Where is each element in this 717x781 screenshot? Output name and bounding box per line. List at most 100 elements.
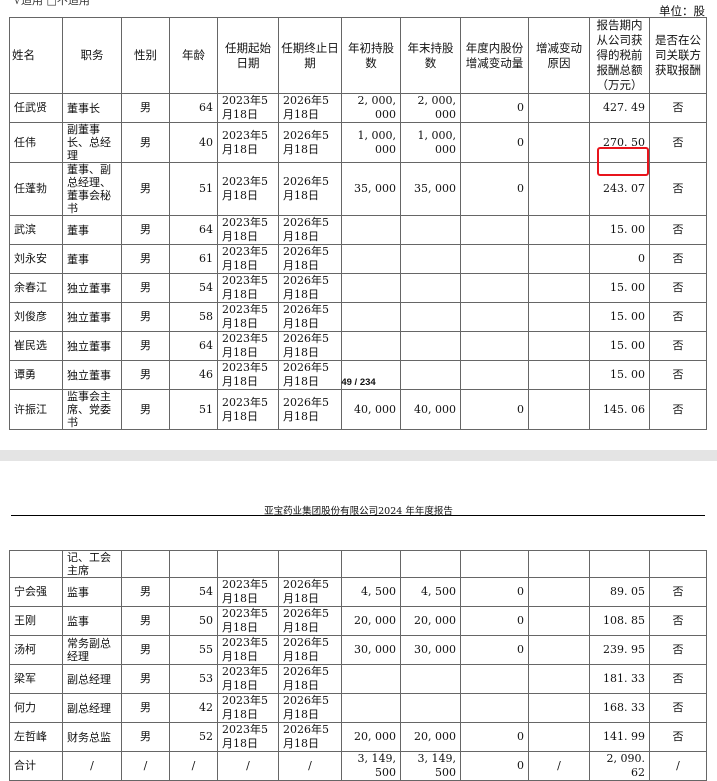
- cell-name: 武滨: [9, 215, 63, 245]
- header-related-party-pay: 是否在公司关联方获取报酬: [649, 17, 707, 94]
- cell-shares-change: [460, 550, 529, 578]
- header-shares-begin: 年初持股数: [341, 17, 401, 94]
- header-change-reason: 增减变动原因: [528, 17, 590, 94]
- cell-age: 64: [169, 93, 218, 123]
- table-row: 王刚 监事男 50 2023年5月18日 2026年5月18日 20, 000 20, 00…: [9, 606, 707, 636]
- cell-compensation: 15. 00: [589, 273, 650, 303]
- cell-name: 汤柯: [9, 635, 63, 665]
- cell-change-reason: [528, 162, 590, 216]
- cell-term-end: 2026年5月18日: [278, 606, 342, 636]
- cell-name: [9, 550, 63, 578]
- cell-shares-end: 20, 000: [400, 722, 461, 752]
- cell-shares-end: [400, 244, 461, 274]
- cell-name: 宁会强: [9, 577, 63, 607]
- cell-name: 梁军: [9, 664, 63, 694]
- cell-term-start: 2023年5月18日: [217, 693, 279, 723]
- page-number: 49 / 234: [341, 377, 376, 388]
- cell-shares-end: 30, 000: [400, 635, 461, 665]
- cell-term-end: 2026年5月18日: [278, 693, 342, 723]
- table-row: 许振江 监事会主席、党委书男 51 2023年5月18日 2026年5月18日 40, 0…: [9, 389, 707, 430]
- cell-name: 崔民选: [9, 331, 63, 361]
- cell-gender: 男: [121, 302, 170, 332]
- cell-shares-change: [460, 331, 529, 361]
- cell-compensation: 15. 00: [589, 215, 650, 245]
- cell-shares-begin: 40, 000: [341, 389, 401, 430]
- cell-compensation: 15. 00: [589, 331, 650, 361]
- cell-shares-begin: 20, 000: [341, 722, 401, 752]
- cell-term-end: [278, 550, 342, 578]
- cell-shares-end: 2, 000, 000: [400, 93, 461, 123]
- cell-position: 董事: [62, 215, 122, 245]
- header-shares-change: 年度内股份增减变动量: [460, 17, 529, 94]
- cell-shares-end: 20, 000: [400, 606, 461, 636]
- cell-term-start: 2023年5月18日: [217, 664, 279, 694]
- cell-term-end: /: [278, 751, 342, 781]
- cell-change-reason: [528, 331, 590, 361]
- cell-shares-begin: [341, 664, 401, 694]
- cell-position: 监事会主席、党委书: [62, 389, 122, 430]
- cell-position: 董事: [62, 244, 122, 274]
- director-supervisor-table-part1: 姓名 职务 性别 年龄 任期起始日期 任期终止日期 年初持股数 年末持股数 年度内股份增减变动量…: [9, 17, 707, 430]
- header-position: 职务: [62, 17, 122, 94]
- cell-term-end: 2026年5月18日: [278, 122, 342, 163]
- cell-term-start: 2023年5月18日: [217, 273, 279, 303]
- cell-shares-change: 0: [460, 162, 529, 216]
- cell-related-party-pay: 否: [649, 273, 707, 303]
- table-row: 武滨 董事男 64 2023年5月18日 2026年5月18日 15. 00 否: [9, 215, 707, 245]
- cell-age: 40: [169, 122, 218, 163]
- cell-gender: 男: [121, 244, 170, 274]
- table-row: 梁军 副总经理男 53 2023年5月18日 2026年5月18日 181. 33 否: [9, 664, 707, 694]
- cell-shares-end: [400, 302, 461, 332]
- cell-shares-change: [460, 244, 529, 274]
- cell-gender: 男: [121, 664, 170, 694]
- cell-shares-begin: 4, 500: [341, 577, 401, 607]
- cell-term-end: 2026年5月18日: [278, 93, 342, 123]
- table-row: 崔民选 独立董事男 64 2023年5月18日 2026年5月18日 15. 00 否: [9, 331, 707, 361]
- cell-term-end: 2026年5月18日: [278, 722, 342, 752]
- table-row: 合计 / / / //3, 149, 500 3, 149, 500 0/2, 090. 6…: [9, 751, 707, 781]
- cell-term-end: 2026年5月18日: [278, 273, 342, 303]
- page-separator: [0, 450, 717, 461]
- cell-change-reason: [528, 273, 590, 303]
- table-row: 刘俊彦 独立董事男 58 2023年5月18日 2026年5月18日 15. 00 否: [9, 302, 707, 332]
- cell-shares-end: 3, 149, 500: [400, 751, 461, 781]
- cell-shares-change: 0: [460, 751, 529, 781]
- cell-term-start: 2023年5月18日: [217, 244, 279, 274]
- cell-age: 42: [169, 693, 218, 723]
- applicability-note: √适用 □不适用: [14, 0, 90, 7]
- cell-gender: 男: [121, 122, 170, 163]
- header-shares-end: 年末持股数: [400, 17, 461, 94]
- cell-gender: 男: [121, 93, 170, 123]
- cell-name: 刘永安: [9, 244, 63, 274]
- cell-shares-change: [460, 693, 529, 723]
- cell-gender: 男: [121, 273, 170, 303]
- cell-related-party-pay: 否: [649, 389, 707, 430]
- cell-related-party-pay: 否: [649, 162, 707, 216]
- cell-term-start: 2023年5月18日: [217, 331, 279, 361]
- cell-gender: 男: [121, 162, 170, 216]
- cell-shares-change: [460, 302, 529, 332]
- cell-gender: 男: [121, 360, 170, 390]
- cell-change-reason: [528, 550, 590, 578]
- cell-shares-begin: 2, 000, 000: [341, 93, 401, 123]
- cell-age: 51: [169, 389, 218, 430]
- header-term-end: 任期终止日期: [278, 17, 342, 94]
- cell-related-party-pay: 否: [649, 635, 707, 665]
- cell-age: 54: [169, 577, 218, 607]
- cell-shares-begin: [341, 550, 401, 578]
- cell-position: 常务副总经理: [62, 635, 122, 665]
- cell-gender: 男: [121, 577, 170, 607]
- cell-position: 独立董事: [62, 331, 122, 361]
- cell-position: 监事: [62, 577, 122, 607]
- cell-gender: /: [121, 751, 170, 781]
- cell-gender: 男: [121, 331, 170, 361]
- cell-change-reason: /: [528, 751, 590, 781]
- cell-shares-change: 0: [460, 635, 529, 665]
- cell-shares-end: 1, 000, 000: [400, 122, 461, 163]
- cell-shares-begin: 30, 000: [341, 635, 401, 665]
- cell-position: 独立董事: [62, 302, 122, 332]
- cell-compensation: 15. 00: [589, 360, 650, 390]
- cell-change-reason: [528, 722, 590, 752]
- cell-position: 副总经理: [62, 664, 122, 694]
- cell-term-end: 2026年5月18日: [278, 664, 342, 694]
